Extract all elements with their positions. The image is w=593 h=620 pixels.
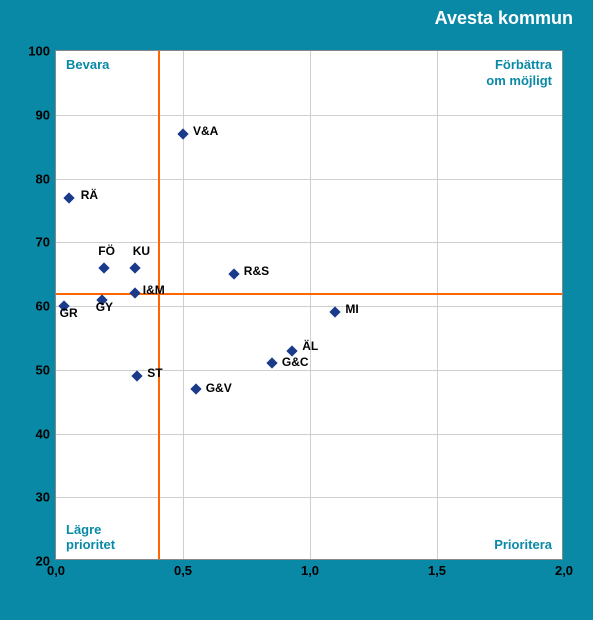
x-axis-title: Effektmått — [502, 597, 575, 614]
grid-line — [183, 51, 184, 559]
data-point — [129, 288, 140, 299]
data-point — [132, 370, 143, 381]
data-point-label: MI — [345, 302, 358, 316]
data-point-label: G&C — [282, 355, 309, 369]
data-point-label: I&M — [143, 283, 165, 297]
x-tick-label: 1,5 — [428, 559, 446, 578]
grid-line — [56, 370, 562, 371]
y-tick-label: 60 — [36, 299, 56, 314]
plot-area: Bevara Förbättra om möjligt Lägre priori… — [55, 50, 563, 560]
data-point — [177, 128, 188, 139]
y-tick-label: 70 — [36, 235, 56, 250]
quadrant-label-text: prioritet — [66, 537, 115, 552]
x-tick-label: 2,0 — [555, 559, 573, 578]
data-point-label: G&V — [206, 381, 232, 395]
data-point — [228, 268, 239, 279]
data-point-label: GY — [96, 300, 113, 314]
quadrant-label-bottom-left: Lägre prioritet — [66, 522, 115, 553]
data-point — [266, 358, 277, 369]
x-tick-label: 0,5 — [174, 559, 192, 578]
grid-line — [56, 115, 562, 116]
data-point — [129, 262, 140, 273]
quadrant-label-text: om möjligt — [486, 73, 552, 88]
quadrant-label-bottom-right: Prioritera — [494, 537, 552, 553]
grid-line — [437, 51, 438, 559]
y-tick-label: 30 — [36, 490, 56, 505]
y-tick-label: 50 — [36, 362, 56, 377]
y-tick-label: 80 — [36, 171, 56, 186]
data-point-label: FÖ — [98, 244, 115, 258]
y-tick-label: 90 — [36, 107, 56, 122]
data-point-label: ÄL — [302, 339, 318, 353]
data-point-label: R&S — [244, 264, 269, 278]
grid-line — [56, 434, 562, 435]
grid-line — [56, 497, 562, 498]
data-point-label: RÄ — [81, 188, 98, 202]
chart-outer: Avesta kommun Betygsindex Effektmått Bev… — [0, 0, 593, 620]
data-point-label: KU — [133, 244, 150, 258]
quadrant-label-text: Förbättra — [495, 57, 552, 72]
quadrant-label-text: Lägre — [66, 522, 101, 537]
x-tick-label: 1,0 — [301, 559, 319, 578]
grid-line — [310, 51, 311, 559]
grid-line — [56, 306, 562, 307]
data-point — [190, 383, 201, 394]
data-point-label: ST — [147, 366, 162, 380]
quadrant-label-top-left: Bevara — [66, 57, 109, 73]
y-axis-title: Betygsindex — [8, 25, 97, 42]
y-tick-label: 40 — [36, 426, 56, 441]
reference-line-vertical — [158, 51, 160, 559]
data-point-label: GR — [60, 306, 78, 320]
quadrant-label-top-right: Förbättra om möjligt — [486, 57, 552, 88]
grid-line — [56, 179, 562, 180]
y-tick-label: 20 — [36, 554, 56, 569]
data-point — [63, 192, 74, 203]
y-tick-label: 100 — [28, 44, 56, 59]
data-point — [99, 262, 110, 273]
data-point — [330, 307, 341, 318]
data-point-label: V&A — [193, 124, 218, 138]
